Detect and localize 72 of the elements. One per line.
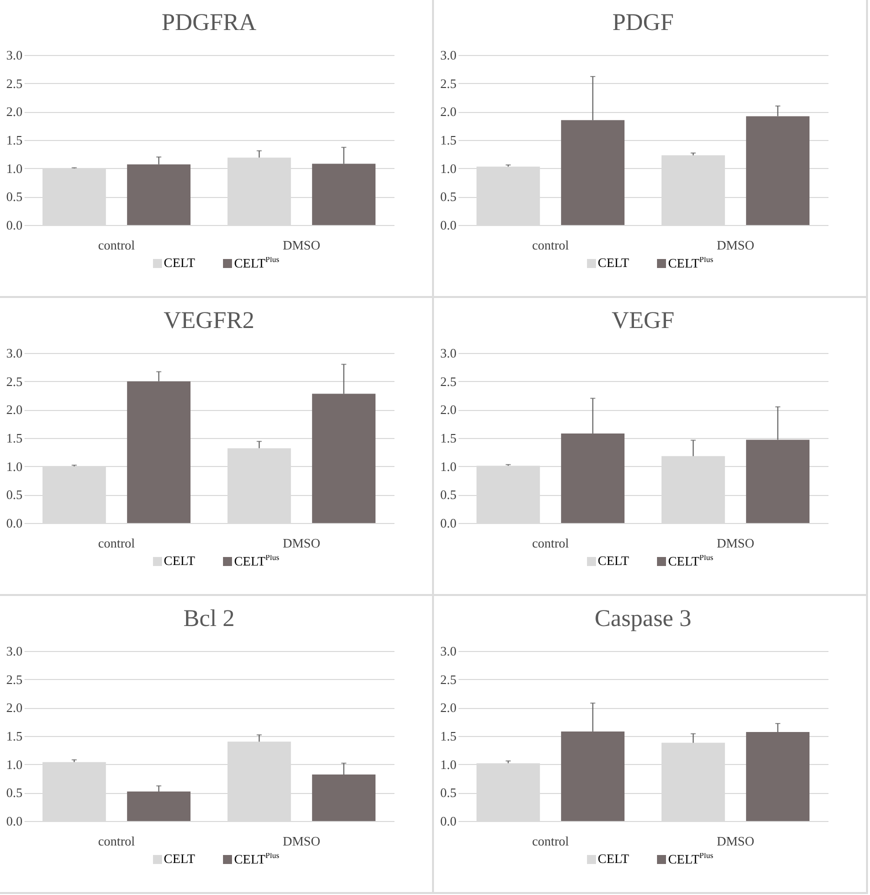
- legend-label: CELT$^{Plus}$: [668, 553, 714, 570]
- y-tick-label: 2.5: [440, 374, 456, 389]
- y-tick-label: 1.5: [6, 430, 22, 446]
- x-tick-label: control: [532, 834, 570, 848]
- y-tick-label: 0.0: [440, 218, 456, 232]
- x-tick-label: control: [98, 536, 136, 550]
- legend-label: CELT$^{Plus}$: [668, 255, 714, 272]
- y-tick-label: 1.5: [440, 728, 456, 744]
- x-tick-label: DMSO: [716, 238, 754, 252]
- y-tick-label: 0.5: [6, 487, 22, 502]
- y-tick-label: 2.0: [6, 104, 22, 120]
- y-tick-label: 1.5: [440, 430, 456, 446]
- y-tick-label: 1.0: [440, 160, 456, 176]
- y-tick-label: 2.5: [6, 672, 22, 687]
- y-tick-label: 2.5: [6, 374, 22, 389]
- y-tick-label: 1.0: [6, 458, 22, 474]
- chart-title: VEGF: [612, 308, 674, 334]
- y-tick-label: 2.0: [440, 700, 456, 716]
- y-tick-label: 0.0: [440, 814, 456, 828]
- x-tick-label: DMSO: [282, 238, 320, 252]
- y-tick-label: 1.0: [440, 458, 456, 474]
- x-tick-label: control: [532, 536, 570, 550]
- y-tick-label: 1.5: [440, 132, 456, 148]
- y-tick-label: 0.5: [440, 487, 456, 502]
- y-tick-label: 3.0: [6, 644, 22, 658]
- y-tick-label: 0.0: [6, 814, 22, 828]
- x-tick-label: DMSO: [282, 834, 320, 848]
- y-tick-label: 0.5: [6, 189, 22, 204]
- y-tick-label: 3.0: [440, 48, 456, 62]
- x-tick-label: control: [98, 834, 136, 848]
- legend-label: CELT: [164, 255, 196, 272]
- chart-title: Bcl 2: [183, 606, 235, 632]
- y-tick-label: 1.0: [6, 160, 22, 176]
- legend-label: CELT: [598, 553, 630, 570]
- y-tick-label: 2.0: [440, 104, 456, 120]
- legend-label: CELT: [164, 851, 196, 868]
- y-tick-label: 0.0: [440, 516, 456, 530]
- y-tick-label: 0.0: [6, 516, 22, 530]
- x-tick-label: DMSO: [282, 536, 320, 550]
- legend-label: CELT: [164, 553, 196, 570]
- chart-title: PDGF: [612, 10, 674, 36]
- y-tick-label: 0.5: [6, 785, 22, 800]
- legend-label: CELT$^{Plus}$: [234, 553, 280, 570]
- y-tick-label: 2.0: [6, 700, 22, 716]
- x-tick-label: DMSO: [716, 536, 754, 550]
- y-tick-label: 3.0: [440, 644, 456, 658]
- y-tick-label: 3.0: [440, 346, 456, 360]
- chart-title: Caspase 3: [594, 606, 692, 632]
- y-tick-label: 0.0: [6, 218, 22, 232]
- legend-label: CELT$^{Plus}$: [668, 851, 714, 868]
- legend-label: CELT: [598, 255, 630, 272]
- y-tick-label: 3.0: [6, 48, 22, 62]
- legend-label: CELT: [598, 851, 630, 868]
- y-tick-label: 1.5: [6, 728, 22, 744]
- y-tick-label: 1.5: [6, 132, 22, 148]
- y-tick-label: 2.5: [440, 76, 456, 91]
- y-tick-label: 2.0: [440, 402, 456, 418]
- x-tick-label: DMSO: [716, 834, 754, 848]
- y-tick-label: 0.5: [440, 785, 456, 800]
- x-tick-label: control: [98, 238, 136, 252]
- y-tick-label: 1.0: [440, 756, 456, 772]
- x-tick-label: control: [532, 238, 570, 252]
- legend-label: CELT$^{Plus}$: [234, 255, 280, 272]
- y-tick-label: 0.5: [440, 189, 456, 204]
- chart-title: PDGFRA: [162, 10, 258, 36]
- chart-title: VEGFR2: [164, 308, 254, 334]
- y-tick-label: 1.0: [6, 756, 22, 772]
- y-tick-label: 3.0: [6, 346, 22, 360]
- legend-label: CELT$^{Plus}$: [234, 851, 280, 868]
- y-tick-label: 2.5: [440, 672, 456, 687]
- y-tick-label: 2.5: [6, 76, 22, 91]
- y-tick-label: 2.0: [6, 402, 22, 418]
